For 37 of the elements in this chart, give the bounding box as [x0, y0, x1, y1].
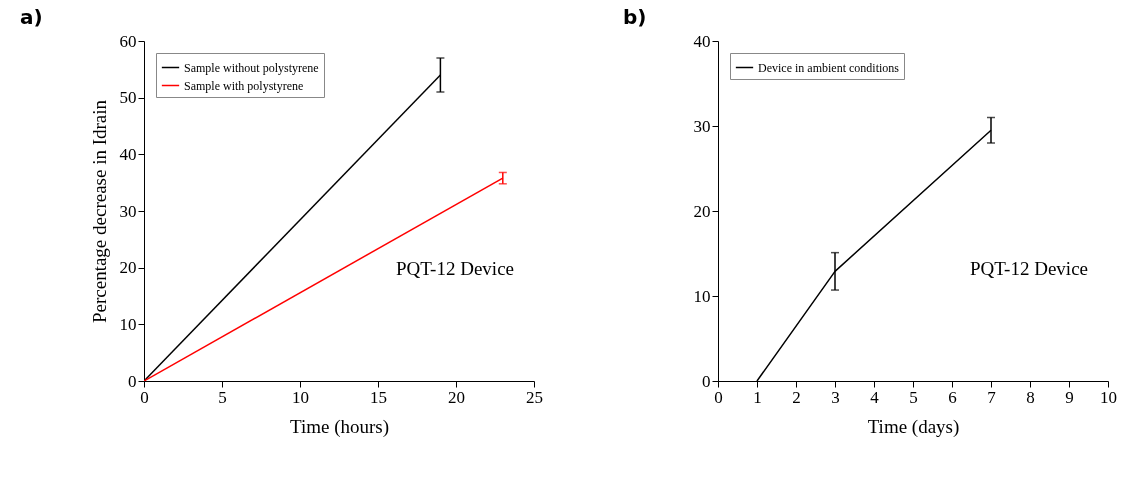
x-tick-label: 9: [1065, 387, 1074, 407]
x-tick-label: 1: [753, 387, 762, 407]
x-tick-label: 4: [870, 387, 880, 407]
y-tick-label: 50: [119, 88, 137, 108]
y-tick-label: 20: [693, 201, 711, 221]
x-axis-title: Time (days): [867, 415, 960, 438]
x-tick-label: 2: [792, 387, 801, 407]
x-tick-label: 5: [218, 387, 227, 407]
x-tick-label: 25: [526, 387, 543, 407]
x-axis-title: Time (hours): [289, 415, 390, 438]
y-axis-title: Percentage decrease in Idrain: [88, 99, 110, 324]
x-tick-label: 20: [448, 387, 465, 407]
y-tick-label: 10: [693, 286, 711, 306]
x-tick-label: 15: [370, 387, 387, 407]
chart-title: b): [623, 5, 647, 29]
x-tick-label: 6: [948, 387, 957, 407]
y-tick-label: 40: [119, 144, 137, 164]
y-tick-label: 30: [119, 201, 137, 221]
x-tick-label: 3: [831, 387, 840, 407]
y-tick-label: 60: [119, 31, 137, 51]
x-tick-label: 8: [1026, 387, 1035, 407]
legend-label: Device in ambient conditions: [758, 60, 900, 75]
annotation: PQT-12 Device: [395, 258, 514, 279]
legend-label: Sample without polystyrene: [184, 60, 319, 75]
y-tick-label: 0: [702, 371, 711, 391]
y-tick-label: 20: [119, 258, 137, 278]
x-tick-label: 5: [909, 387, 918, 407]
y-tick-label: 0: [128, 371, 137, 391]
legend-label: Sample with polystyrene: [184, 78, 304, 93]
y-tick-label: 40: [693, 31, 711, 51]
chart-title: a): [20, 5, 43, 29]
y-tick-label: 10: [119, 314, 137, 334]
annotation: PQT-12 Device: [969, 258, 1088, 279]
x-tick-label: 7: [987, 387, 997, 407]
y-tick-label: 30: [693, 116, 711, 136]
x-tick-label: 10: [1100, 387, 1117, 407]
x-tick-label: 10: [292, 387, 309, 407]
